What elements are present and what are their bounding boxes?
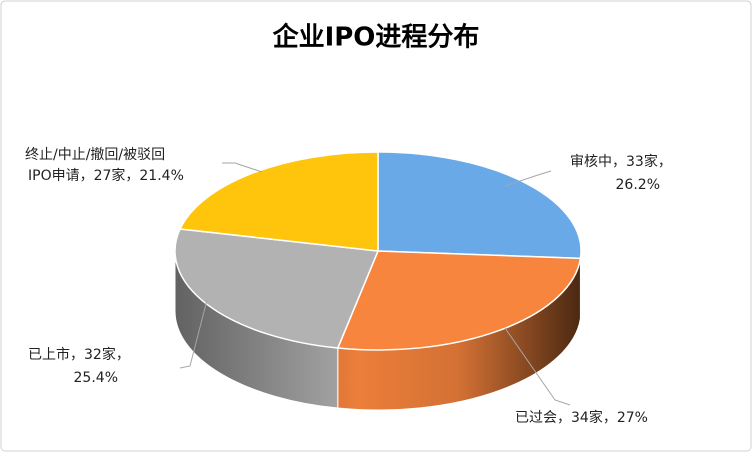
leader-line: [222, 162, 263, 173]
data-label: 终止/中止/撤回/被驳回: [25, 147, 165, 163]
data-label: 已上市，32家，: [28, 346, 130, 363]
data-label: 26.2%: [616, 177, 660, 193]
slice: [178, 151, 379, 252]
leader-line: [504, 170, 552, 187]
leader-line: [504, 327, 571, 406]
slice: [377, 151, 582, 260]
data-label: 25.4%: [74, 370, 118, 386]
slice: [336, 250, 582, 351]
data-label: 已过会，34家，27%: [515, 409, 648, 426]
data-label: IPO申请，27家，21.4%: [28, 167, 184, 184]
chart-title: 企业IPO进程分布: [273, 22, 480, 53]
data-label: 审核中，33家，: [570, 153, 672, 170]
leader-line: [179, 299, 208, 369]
slice: [174, 228, 380, 349]
